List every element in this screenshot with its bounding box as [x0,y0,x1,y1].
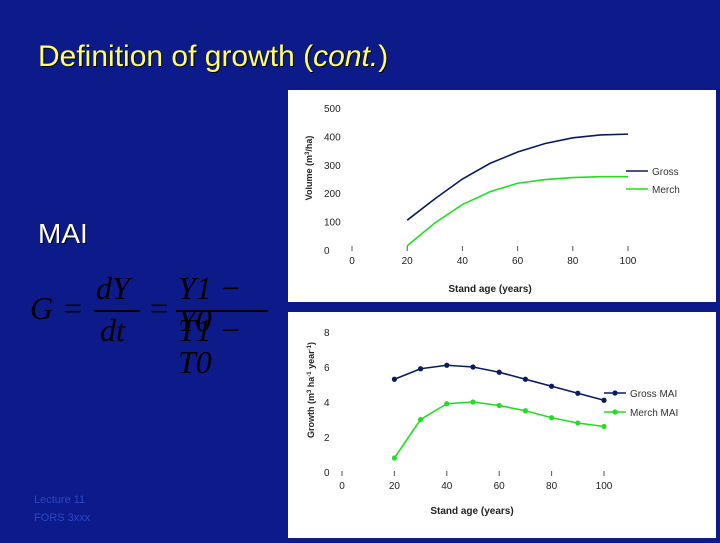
x-tick-label: 20 [389,481,401,492]
x-axis-label: Stand age (years) [448,284,531,295]
title-italic: cont. [313,40,379,73]
footer-line-2: FORS 3xxx [34,512,91,524]
eq-derivative-denominator: dt [100,312,125,348]
y-axis-label: Volume (m3/ha) [304,136,314,201]
data-point [444,362,450,368]
volume-chart-panel: 0 100 200 300 400 500 0 20 40 60 80 100 Stand age (y… [288,90,716,302]
x-tick-label: 60 [494,481,506,492]
x-tick-label: 60 [512,256,524,267]
data-point [444,401,450,407]
growth-chart-panel: 0 2 4 6 8 0 20 40 60 80 100 Stand age (years) Growth… [288,312,716,538]
legend-marker [612,390,618,396]
data-point [418,366,424,372]
x-tick-label: 80 [567,256,579,267]
data-point [470,364,476,370]
data-point [549,383,555,389]
y-tick-label: 400 [324,132,341,143]
data-point [522,376,528,382]
series-line-gross [406,133,629,221]
legend-label: Merch MAI [630,408,678,419]
data-point [418,416,424,423]
x-tick-label: 80 [546,481,558,492]
x-tick-label: 0 [339,481,345,492]
eq-fraction-denominator: T1 − T0 [178,312,242,380]
y-tick-label: 2 [324,433,330,444]
data-point [391,376,397,382]
eq-equals-2: = [150,290,169,326]
eq-derivative-bar [94,310,140,312]
footer-line-1: Lecture 11 [34,494,86,506]
eq-equals-1: = [64,290,83,326]
series-line-merch [406,175,628,247]
series-line-merch-mai [393,401,605,459]
data-point [575,390,581,396]
x-tick-label: 20 [402,256,414,267]
data-point [496,369,502,375]
eq-lhs: G [30,290,54,326]
y-axis-label-part: 3 [307,389,313,393]
x-axis-label: Stand age (years) [430,506,513,517]
mai-label: MAI [38,218,88,249]
eq-derivative-numerator: dY [96,270,130,306]
data-point [522,408,528,414]
y-axis-label-part: -1 [307,344,313,350]
data-point [575,420,581,426]
volume-chart: 0 100 200 300 400 500 0 20 40 60 80 100 Stand age (y… [304,104,680,295]
data-point [470,399,476,405]
y-tick-label: 100 [324,218,341,229]
data-point [549,415,555,421]
growth-equation: G = dY dt = Y1 − Y0 T1 − T0 [30,268,280,378]
y-axis-label-part: -1 [307,371,313,377]
legend-label: Merch [652,185,680,196]
y-tick-label: 6 [324,363,330,374]
legend-marker [612,409,618,415]
y-axis-label-part: Volume (m [304,155,314,200]
title-main: Definition of growth ( [38,40,314,73]
y-axis-label-part: ) [306,342,316,345]
eq-fraction-numerator: Y1 − Y0 [178,270,242,338]
data-point [601,397,607,403]
legend-label: Gross [652,167,679,178]
eq-fraction-bar [176,310,268,312]
y-tick-label: 8 [324,328,330,339]
x-tick-label: 0 [349,256,355,267]
data-point [391,455,397,461]
y-tick-label: 4 [324,398,330,409]
x-tick-label: 100 [620,256,637,267]
y-axis-label-part: /ha) [304,136,314,152]
legend-label: Gross MAI [630,389,677,400]
y-tick-label: 0 [324,468,330,479]
y-tick-label: 0 [324,246,330,257]
y-axis-label: Growth (m3 ha-1 year-1) [306,342,316,438]
x-tick-label: 40 [457,256,469,267]
y-axis-label-part: ha [306,376,316,390]
title-end: ) [378,40,389,73]
y-axis-label-part: Growth (m [306,393,316,438]
x-tick-label: 40 [441,481,453,492]
data-point [496,402,502,409]
slide-title: Definition of growth (cont.) [38,40,388,74]
y-axis-label-part: 3 [305,151,311,155]
data-point [601,423,607,430]
y-tick-label: 300 [324,161,341,172]
y-tick-label: 200 [324,189,341,200]
y-axis-label-part: year [306,350,316,372]
x-tick-label: 100 [596,481,613,492]
y-tick-label: 500 [324,104,341,115]
